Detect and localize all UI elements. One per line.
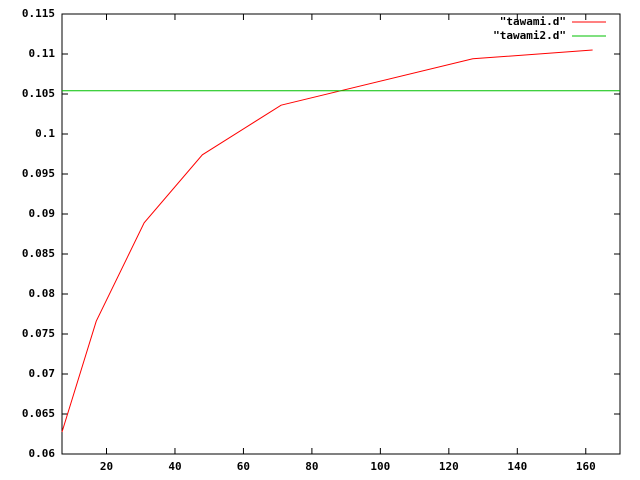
y-tick-label: 0.1 xyxy=(35,127,55,140)
x-tick-label: 40 xyxy=(168,460,181,473)
y-tick-label: 0.09 xyxy=(29,207,56,220)
legend-label: "tawami.d" xyxy=(500,15,566,28)
y-tick-label: 0.08 xyxy=(29,287,56,300)
data-line xyxy=(61,49,593,433)
x-tick-label: 60 xyxy=(237,460,250,473)
x-tick-label: 100 xyxy=(370,460,390,473)
y-tick-label: 0.06 xyxy=(29,447,56,460)
y-tick-label: 0.115 xyxy=(22,7,55,20)
y-tick-label: 0.075 xyxy=(22,327,55,340)
y-tick-label: 0.07 xyxy=(29,367,56,380)
y-tick-label: 0.065 xyxy=(22,407,55,420)
legend-label: "tawami2.d" xyxy=(493,29,566,42)
x-tick-label: 120 xyxy=(439,460,459,473)
y-tick-label: 0.11 xyxy=(29,47,56,60)
x-tick-label: 160 xyxy=(576,460,596,473)
y-tick-label: 0.105 xyxy=(22,87,55,100)
plot-frame xyxy=(61,13,621,455)
x-tick-label: 80 xyxy=(305,460,318,473)
x-tick-label: 20 xyxy=(100,460,113,473)
y-tick-label: 0.095 xyxy=(22,167,55,180)
y-tick-label: 0.085 xyxy=(22,247,55,260)
x-tick-label: 140 xyxy=(507,460,527,473)
